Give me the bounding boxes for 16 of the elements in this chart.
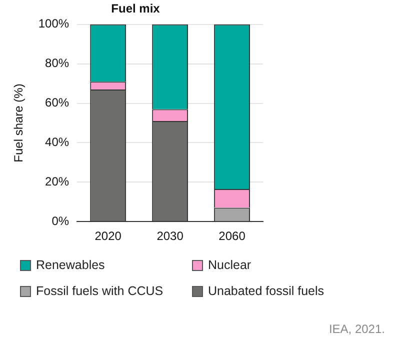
y-tick-label: 20% [45, 174, 70, 188]
legend-label: Fossil fuels with CCUS [36, 284, 164, 298]
legend-label: Nuclear [208, 258, 252, 272]
text: IEA, 2021. [328, 322, 385, 336]
y-tick-label: 60% [45, 96, 70, 110]
x-tick-label: 2030 [156, 229, 184, 244]
y-tick-label: 40% [45, 135, 70, 150]
legend-label: Unabated fossil fuels [208, 284, 324, 298]
x-tick-label: 2020 [94, 229, 122, 244]
y-tick-label: 100% [38, 16, 70, 31]
y-axis-title: Fuel share (%) [12, 84, 26, 162]
y-tick-label: 0% [52, 214, 70, 228]
y-tick-label: 80% [45, 56, 70, 70]
legend-label: Renewables [36, 258, 105, 272]
chart-title: Fuel mix [111, 2, 160, 16]
x-tick-label: 2060 [218, 229, 246, 244]
